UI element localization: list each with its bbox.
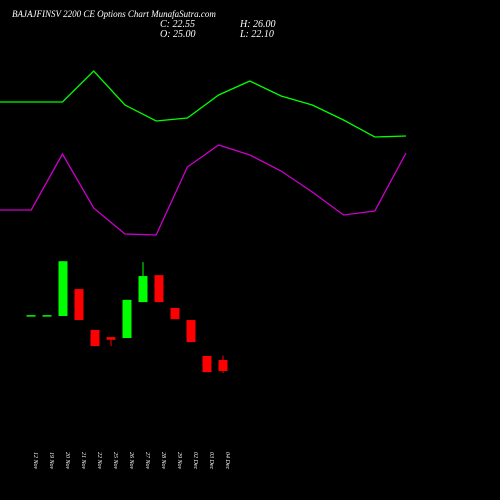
candle-body <box>138 276 148 303</box>
x-tick-label: 12 Nov <box>32 452 38 470</box>
open-label: O: 25.00 <box>160 29 196 40</box>
x-tick-label: 29 Nov <box>176 452 182 470</box>
x-tick-label: 19 Nov <box>48 452 54 470</box>
chart-title: BAJAJFINSV 2200 CE Options Chart MunafaS… <box>12 9 216 19</box>
high-label: H: 26.00 <box>239 19 276 30</box>
candle-body <box>202 355 212 373</box>
x-tick-label: 22 Nov <box>96 452 102 470</box>
x-tick-label: 04 Dec <box>224 452 231 469</box>
candle-body <box>74 289 84 321</box>
candle-body <box>154 275 164 303</box>
indicator-line <box>0 70 407 138</box>
candle-body <box>170 307 180 320</box>
low-label: L: 22.10 <box>239 29 274 40</box>
x-tick-label: 02 Dec <box>192 452 198 469</box>
candle-body <box>218 360 228 372</box>
candle-body <box>42 315 52 317</box>
x-tick-label: 20 Nov <box>64 452 70 470</box>
candle-body <box>106 337 116 340</box>
candle-body <box>90 329 100 347</box>
x-tick-label: 03 Dec <box>208 452 214 469</box>
candle-body <box>26 315 36 317</box>
indicator-line <box>0 144 407 236</box>
x-tick-label: 26 Nov <box>128 452 134 470</box>
x-tick-label: 21 Nov <box>80 452 86 470</box>
candle-body <box>186 320 196 343</box>
x-tick-label: 27 Nov <box>144 452 150 470</box>
x-tick-label: 25 Nov <box>112 452 118 470</box>
candle-body <box>122 299 132 339</box>
close-label: C: 22.55 <box>160 19 195 30</box>
x-tick-label: 28 Nov <box>160 452 166 470</box>
candle-body <box>58 261 68 317</box>
